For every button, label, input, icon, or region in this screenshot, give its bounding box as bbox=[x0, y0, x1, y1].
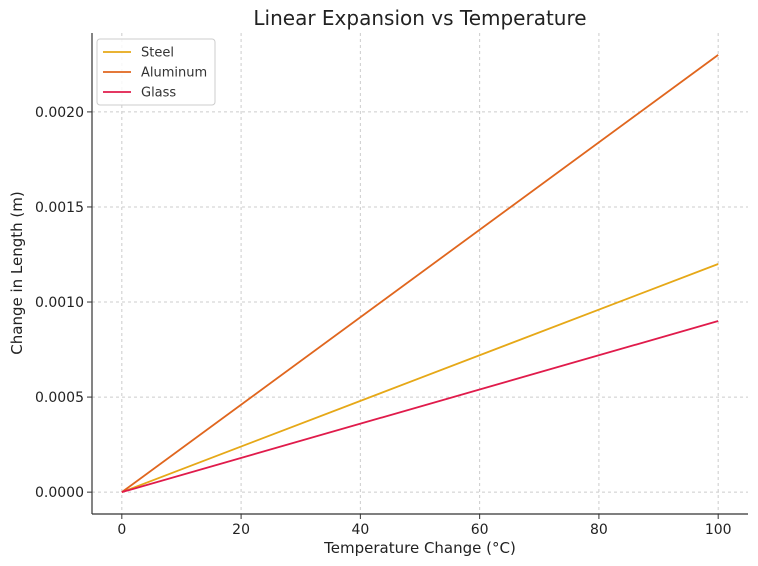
x-tick-label: 0 bbox=[117, 522, 126, 538]
series-line-steel bbox=[121, 263, 719, 493]
legend-label-steel: Steel bbox=[141, 46, 174, 61]
y-tick-label: 0.0015 bbox=[35, 200, 84, 216]
y-tick-label: 0.0020 bbox=[35, 105, 84, 121]
x-ticks: 0 20 40 60 80 100 bbox=[117, 514, 732, 538]
y-ticks: 0.0000 0.0005 0.0010 0.0015 0.0020 bbox=[35, 105, 92, 501]
x-tick-label: 20 bbox=[232, 522, 250, 538]
y-axis-label: Change in Length (m) bbox=[8, 191, 26, 354]
axes bbox=[91, 33, 748, 515]
legend: Steel Aluminum Glass bbox=[96, 38, 216, 106]
grid bbox=[92, 33, 748, 514]
chart-title: Linear Expansion vs Temperature bbox=[253, 6, 586, 30]
legend-box bbox=[96, 38, 216, 106]
x-tick-label: 100 bbox=[705, 522, 732, 538]
series-lines bbox=[121, 54, 719, 494]
y-tick-label: 0.0000 bbox=[35, 485, 84, 501]
legend-label-glass: Glass bbox=[141, 86, 176, 101]
x-axis-label: Temperature Change (°C) bbox=[323, 539, 516, 557]
y-tick-label: 0.0005 bbox=[35, 390, 84, 406]
series-line-glass bbox=[121, 320, 719, 494]
y-tick-label: 0.0010 bbox=[35, 295, 84, 311]
x-tick-label: 60 bbox=[471, 522, 489, 538]
x-tick-label: 40 bbox=[351, 522, 369, 538]
x-tick-label: 80 bbox=[590, 522, 608, 538]
legend-label-aluminum: Aluminum bbox=[141, 66, 207, 81]
series-line-aluminum bbox=[121, 54, 719, 493]
